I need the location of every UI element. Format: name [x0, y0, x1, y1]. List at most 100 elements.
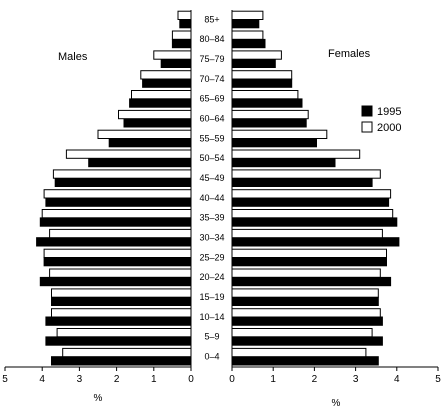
bar-females-1995-50-54	[231, 157, 336, 168]
bar-females-2000-10-14	[231, 308, 381, 318]
age-group-label-5-9: 5–9	[204, 332, 219, 342]
females-x-axis-label: %	[332, 398, 341, 409]
bar-females-1995-55-59	[231, 138, 317, 148]
bar-females-1995-45-49	[231, 177, 373, 187]
bar-males-1995-65-69	[129, 98, 192, 108]
bar-males-1995-10-14	[45, 316, 192, 326]
age-group-label-70-74: 70–74	[199, 74, 224, 84]
bar-females-1995-25-29	[231, 257, 387, 267]
females-tick-label-0: 0	[229, 374, 235, 385]
bar-females-1995-40-44	[231, 197, 390, 207]
males-panel-label: Males	[58, 51, 88, 63]
bar-females-2000-0-4	[231, 347, 367, 358]
females-tick-label-1: 1	[270, 374, 276, 385]
bar-females-2000-15-19	[231, 288, 379, 298]
bar-males-1995-80-84	[171, 38, 192, 49]
bar-males-1995-70-74	[142, 78, 192, 88]
age-group-label-45-49: 45–49	[199, 173, 224, 183]
bar-females-1995-10-14	[231, 316, 383, 326]
bar-females-1995-70-74	[231, 78, 293, 88]
bar-males-1995-40-44	[45, 197, 192, 207]
bar-males-2000-40-44	[43, 189, 192, 199]
bar-males-2000-30-34	[49, 228, 192, 239]
bar-females-2000-50-54	[231, 149, 361, 159]
legend-swatch-2000	[361, 121, 373, 133]
bar-males-2000-70-74	[140, 70, 192, 80]
age-group-label-60-64: 60–64	[199, 114, 224, 124]
age-group-label-55-59: 55–59	[199, 133, 224, 143]
axes	[5, 10, 438, 368]
males-x-axis-label: %	[94, 393, 103, 404]
age-group-label-65-69: 65–69	[199, 94, 224, 104]
bar-males-1995-55-59	[108, 138, 192, 148]
bar-males-2000-50-54	[65, 149, 192, 159]
males-tick-label-3: 3	[77, 374, 83, 385]
bar-females-2000-70-74	[231, 70, 293, 80]
females-tick-label-3: 3	[353, 374, 359, 385]
bar-females-1995-85	[231, 19, 260, 29]
bar-females-2000-80-84	[231, 30, 264, 40]
bar-males-1995-20-24	[39, 276, 192, 287]
bar-males-2000-10-14	[51, 308, 192, 318]
bar-females-2000-20-24	[231, 268, 381, 278]
bar-males-1995-85	[179, 19, 192, 29]
bar-males-2000-35-39	[41, 209, 192, 219]
males-bars	[36, 10, 192, 366]
age-group-label-10-14: 10–14	[199, 312, 224, 322]
bar-males-1995-75-79	[160, 58, 192, 69]
males-tick-label-2: 2	[114, 374, 120, 385]
males-tick-label-5: 5	[2, 374, 8, 385]
females-tick-label-4: 4	[394, 374, 400, 385]
males-x-ticks: 5 4 3 2 1 0	[2, 367, 194, 385]
bar-females-2000-75-79	[231, 50, 282, 60]
bar-males-1995-60-64	[123, 118, 192, 128]
age-group-label-80-84: 80–84	[199, 34, 224, 44]
females-x-ticks: 0 1 2 3 4 5	[229, 367, 441, 385]
age-group-label-40-44: 40–44	[199, 193, 224, 203]
bar-females-1995-5-9	[231, 336, 383, 346]
bar-females-2000-35-39	[231, 209, 394, 219]
bar-females-2000-65-69	[231, 90, 299, 100]
females-bars	[231, 10, 400, 366]
age-group-label-30-34: 30–34	[199, 233, 224, 243]
age-group-label-15-19: 15–19	[199, 292, 224, 302]
bar-males-1995-30-34	[36, 237, 192, 247]
legend-label-2000: 2000	[377, 122, 401, 134]
age-group-label-35-39: 35–39	[199, 213, 224, 223]
bar-females-1995-0-4	[231, 356, 379, 366]
bar-males-2000-85	[177, 10, 192, 20]
bar-males-1995-50-54	[88, 157, 192, 168]
bar-females-2000-55-59	[231, 129, 328, 139]
age-group-label-85: 85+	[204, 14, 219, 24]
bar-males-2000-45-49	[52, 169, 192, 179]
age-group-label-0-4: 0–4	[204, 352, 219, 362]
males-tick-label-0: 0	[188, 374, 194, 385]
age-group-label-50-54: 50–54	[199, 153, 224, 163]
age-group-label-75-79: 75–79	[199, 54, 224, 64]
bar-females-2000-40-44	[231, 189, 392, 199]
age-group-label-20-24: 20–24	[199, 272, 224, 282]
bar-females-2000-25-29	[231, 248, 387, 258]
bar-males-2000-15-19	[51, 288, 192, 298]
bar-males-2000-75-79	[153, 50, 192, 60]
females-tick-label-5: 5	[435, 374, 441, 385]
bar-males-2000-60-64	[118, 109, 192, 120]
bar-females-1995-35-39	[231, 217, 398, 227]
females-tick-label-2: 2	[312, 374, 318, 385]
bar-females-1995-60-64	[231, 118, 307, 128]
bar-females-1995-20-24	[231, 276, 392, 287]
bar-males-1995-0-4	[51, 356, 192, 366]
bar-females-2000-45-49	[231, 169, 381, 179]
bar-males-1995-25-29	[43, 257, 192, 267]
legend-label-1995: 1995	[377, 106, 401, 118]
bar-females-1995-15-19	[231, 296, 379, 307]
bar-males-1995-5-9	[45, 336, 192, 346]
legend: 1995 2000	[361, 105, 401, 134]
bar-females-2000-30-34	[231, 228, 383, 239]
bar-females-1995-75-79	[231, 58, 276, 69]
bar-males-2000-55-59	[97, 129, 192, 139]
bar-females-1995-30-34	[231, 237, 400, 247]
bar-females-2000-5-9	[231, 328, 373, 338]
males-tick-label-4: 4	[39, 374, 45, 385]
